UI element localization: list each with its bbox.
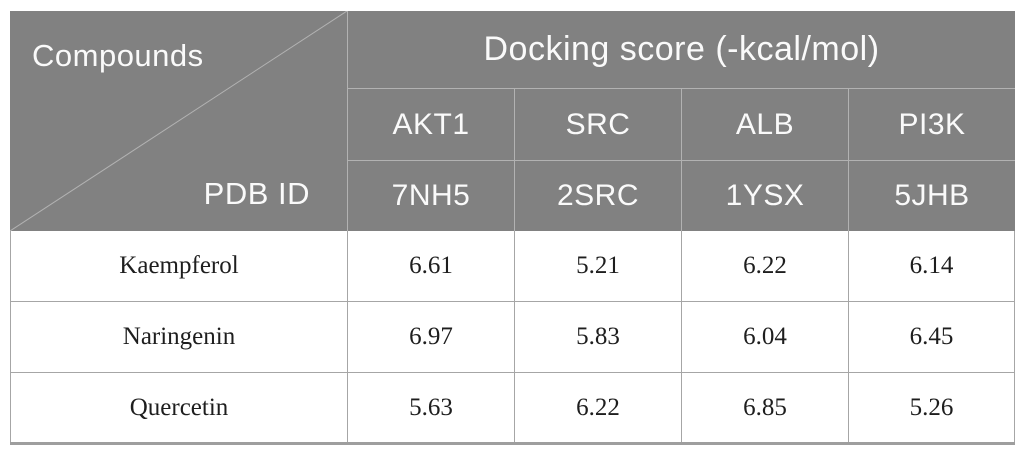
corner-header-cell: Compounds PDB ID [10,11,347,231]
compound-name-kaempferol: Kaempferol [10,231,347,301]
score-quercetin-alb: 6.85 [681,372,848,442]
score-naringenin-src: 5.83 [514,301,681,372]
score-quercetin-pi3k: 5.26 [848,372,1015,442]
compound-name-quercetin: Quercetin [10,372,347,442]
score-naringenin-akt1: 6.97 [347,301,514,372]
protein-header-pi3k: PI3K [848,88,1015,160]
docking-score-table: Compounds PDB ID Docking score (-kcal/mo… [10,11,1015,445]
protein-header-alb: ALB [681,88,848,160]
pdb-id-5jhb: 5JHB [848,160,1015,231]
pdb-id-header-label: PDB ID [203,176,310,211]
pdb-id-7nh5: 7NH5 [347,160,514,231]
score-quercetin-src: 6.22 [514,372,681,442]
protein-header-akt1: AKT1 [347,88,514,160]
score-quercetin-akt1: 5.63 [347,372,514,442]
pdb-id-2src: 2SRC [514,160,681,231]
score-naringenin-alb: 6.04 [681,301,848,372]
score-kaempferol-pi3k: 6.14 [848,231,1015,301]
group-header-docking-score: Docking score (-kcal/mol) [347,11,1015,88]
score-naringenin-pi3k: 6.45 [848,301,1015,372]
compound-name-naringenin: Naringenin [10,301,347,372]
score-kaempferol-alb: 6.22 [681,231,848,301]
protein-header-src: SRC [514,88,681,160]
score-kaempferol-akt1: 6.61 [347,231,514,301]
compounds-header-label: Compounds [32,38,204,73]
score-kaempferol-src: 5.21 [514,231,681,301]
pdb-id-1ysx: 1YSX [681,160,848,231]
diagonal-divider-line [10,11,347,231]
